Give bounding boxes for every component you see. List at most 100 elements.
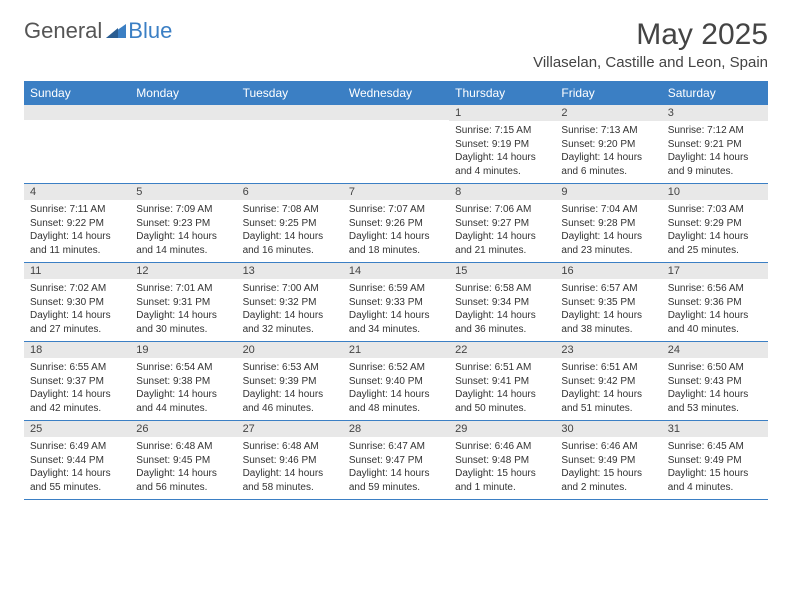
day-body: Sunrise: 6:52 AMSunset: 9:40 PMDaylight:… [343, 358, 449, 419]
week-row: 1Sunrise: 7:15 AMSunset: 9:19 PMDaylight… [24, 105, 768, 184]
day-body: Sunrise: 6:53 AMSunset: 9:39 PMDaylight:… [237, 358, 343, 419]
day-cell: 7Sunrise: 7:07 AMSunset: 9:26 PMDaylight… [343, 184, 449, 262]
day-cell [24, 105, 130, 183]
day-number: 18 [24, 342, 130, 358]
calendar: Sunday Monday Tuesday Wednesday Thursday… [24, 81, 768, 500]
daylight-text: Daylight: 14 hours and 46 minutes. [243, 388, 337, 415]
daylight-text: Daylight: 14 hours and 30 minutes. [136, 309, 230, 336]
day-cell: 28Sunrise: 6:47 AMSunset: 9:47 PMDayligh… [343, 421, 449, 499]
logo-text-2: Blue [128, 18, 172, 44]
sunrise-text: Sunrise: 6:47 AM [349, 440, 443, 454]
daylight-text: Daylight: 15 hours and 4 minutes. [668, 467, 762, 494]
day-body: Sunrise: 7:09 AMSunset: 9:23 PMDaylight:… [130, 200, 236, 261]
day-number: 5 [130, 184, 236, 200]
daylight-text: Daylight: 14 hours and 23 minutes. [561, 230, 655, 257]
day-body: Sunrise: 6:51 AMSunset: 9:42 PMDaylight:… [555, 358, 661, 419]
day-number: 8 [449, 184, 555, 200]
sunrise-text: Sunrise: 7:01 AM [136, 282, 230, 296]
day-body: Sunrise: 6:57 AMSunset: 9:35 PMDaylight:… [555, 279, 661, 340]
week-row: 11Sunrise: 7:02 AMSunset: 9:30 PMDayligh… [24, 263, 768, 342]
sunset-text: Sunset: 9:43 PM [668, 375, 762, 389]
day-number: 19 [130, 342, 236, 358]
day-cell: 29Sunrise: 6:46 AMSunset: 9:48 PMDayligh… [449, 421, 555, 499]
sunset-text: Sunset: 9:19 PM [455, 138, 549, 152]
sunset-text: Sunset: 9:40 PM [349, 375, 443, 389]
day-body: Sunrise: 6:56 AMSunset: 9:36 PMDaylight:… [662, 279, 768, 340]
daylight-text: Daylight: 14 hours and 21 minutes. [455, 230, 549, 257]
sunset-text: Sunset: 9:34 PM [455, 296, 549, 310]
sunset-text: Sunset: 9:20 PM [561, 138, 655, 152]
month-title: May 2025 [533, 18, 768, 52]
sunrise-text: Sunrise: 6:45 AM [668, 440, 762, 454]
daylight-text: Daylight: 14 hours and 34 minutes. [349, 309, 443, 336]
day-cell: 19Sunrise: 6:54 AMSunset: 9:38 PMDayligh… [130, 342, 236, 420]
sunset-text: Sunset: 9:37 PM [30, 375, 124, 389]
sunrise-text: Sunrise: 6:52 AM [349, 361, 443, 375]
day-cell: 8Sunrise: 7:06 AMSunset: 9:27 PMDaylight… [449, 184, 555, 262]
day-cell: 10Sunrise: 7:03 AMSunset: 9:29 PMDayligh… [662, 184, 768, 262]
day-body: Sunrise: 7:15 AMSunset: 9:19 PMDaylight:… [449, 121, 555, 182]
day-body: Sunrise: 7:11 AMSunset: 9:22 PMDaylight:… [24, 200, 130, 261]
day-number: 22 [449, 342, 555, 358]
week-row: 4Sunrise: 7:11 AMSunset: 9:22 PMDaylight… [24, 184, 768, 263]
day-number: 21 [343, 342, 449, 358]
sunset-text: Sunset: 9:42 PM [561, 375, 655, 389]
day-header-cell: Wednesday [343, 81, 449, 105]
daylight-text: Daylight: 14 hours and 53 minutes. [668, 388, 762, 415]
sunset-text: Sunset: 9:39 PM [243, 375, 337, 389]
day-body: Sunrise: 6:51 AMSunset: 9:41 PMDaylight:… [449, 358, 555, 419]
daylight-text: Daylight: 14 hours and 36 minutes. [455, 309, 549, 336]
day-header-cell: Saturday [662, 81, 768, 105]
sunrise-text: Sunrise: 6:48 AM [243, 440, 337, 454]
day-body: Sunrise: 7:12 AMSunset: 9:21 PMDaylight:… [662, 121, 768, 182]
sunrise-text: Sunrise: 6:51 AM [561, 361, 655, 375]
day-number: 7 [343, 184, 449, 200]
day-cell: 23Sunrise: 6:51 AMSunset: 9:42 PMDayligh… [555, 342, 661, 420]
day-number: 17 [662, 263, 768, 279]
sunrise-text: Sunrise: 7:08 AM [243, 203, 337, 217]
daylight-text: Daylight: 14 hours and 11 minutes. [30, 230, 124, 257]
day-cell: 31Sunrise: 6:45 AMSunset: 9:49 PMDayligh… [662, 421, 768, 499]
sunset-text: Sunset: 9:21 PM [668, 138, 762, 152]
day-cell: 24Sunrise: 6:50 AMSunset: 9:43 PMDayligh… [662, 342, 768, 420]
daylight-text: Daylight: 14 hours and 48 minutes. [349, 388, 443, 415]
day-cell: 4Sunrise: 7:11 AMSunset: 9:22 PMDaylight… [24, 184, 130, 262]
sunset-text: Sunset: 9:45 PM [136, 454, 230, 468]
day-number: 12 [130, 263, 236, 279]
sunrise-text: Sunrise: 6:58 AM [455, 282, 549, 296]
sunset-text: Sunset: 9:30 PM [30, 296, 124, 310]
sunrise-text: Sunrise: 6:55 AM [30, 361, 124, 375]
day-header-cell: Friday [555, 81, 661, 105]
sunrise-text: Sunrise: 7:04 AM [561, 203, 655, 217]
day-body: Sunrise: 6:49 AMSunset: 9:44 PMDaylight:… [24, 437, 130, 498]
day-number: 2 [555, 105, 661, 121]
day-number: 24 [662, 342, 768, 358]
sunset-text: Sunset: 9:38 PM [136, 375, 230, 389]
day-cell: 22Sunrise: 6:51 AMSunset: 9:41 PMDayligh… [449, 342, 555, 420]
sunrise-text: Sunrise: 7:07 AM [349, 203, 443, 217]
header: General Blue May 2025 Villaselan, Castil… [0, 0, 792, 75]
daylight-text: Daylight: 14 hours and 59 minutes. [349, 467, 443, 494]
daylight-text: Daylight: 14 hours and 58 minutes. [243, 467, 337, 494]
sunset-text: Sunset: 9:44 PM [30, 454, 124, 468]
day-body: Sunrise: 7:07 AMSunset: 9:26 PMDaylight:… [343, 200, 449, 261]
sunset-text: Sunset: 9:41 PM [455, 375, 549, 389]
day-cell: 16Sunrise: 6:57 AMSunset: 9:35 PMDayligh… [555, 263, 661, 341]
sunrise-text: Sunrise: 6:54 AM [136, 361, 230, 375]
day-cell [237, 105, 343, 183]
day-number [24, 105, 130, 120]
daylight-text: Daylight: 14 hours and 25 minutes. [668, 230, 762, 257]
day-number [343, 105, 449, 120]
day-cell: 9Sunrise: 7:04 AMSunset: 9:28 PMDaylight… [555, 184, 661, 262]
day-header-cell: Thursday [449, 81, 555, 105]
day-cell: 27Sunrise: 6:48 AMSunset: 9:46 PMDayligh… [237, 421, 343, 499]
daylight-text: Daylight: 14 hours and 44 minutes. [136, 388, 230, 415]
day-number: 13 [237, 263, 343, 279]
day-number: 31 [662, 421, 768, 437]
day-body: Sunrise: 6:47 AMSunset: 9:47 PMDaylight:… [343, 437, 449, 498]
day-number: 1 [449, 105, 555, 121]
sunset-text: Sunset: 9:47 PM [349, 454, 443, 468]
day-number: 20 [237, 342, 343, 358]
sunset-text: Sunset: 9:46 PM [243, 454, 337, 468]
day-body: Sunrise: 6:54 AMSunset: 9:38 PMDaylight:… [130, 358, 236, 419]
